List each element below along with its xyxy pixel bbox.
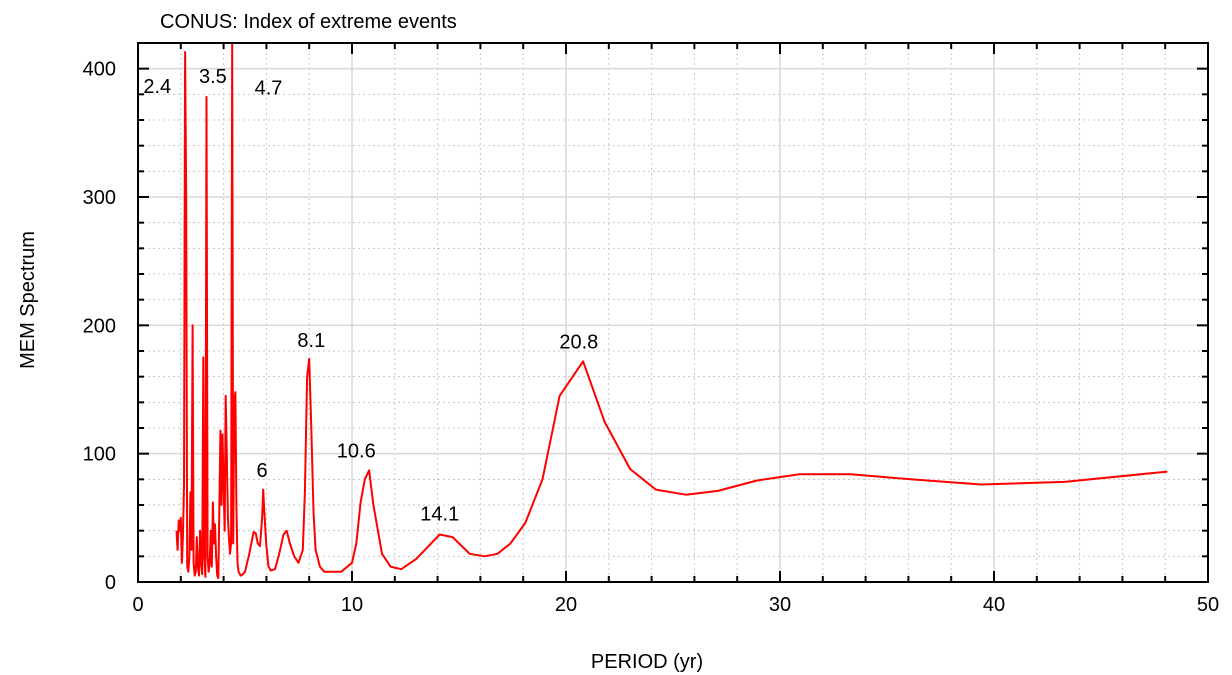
peak-label: 6 — [257, 460, 268, 482]
y-axis-label: MEM Spectrum — [17, 231, 39, 369]
peak-label: 14.1 — [420, 503, 459, 525]
y-tick-label: 300 — [83, 187, 116, 209]
y-tick-label: 200 — [83, 315, 116, 337]
peak-label: 4.7 — [255, 77, 283, 99]
plot-frame — [137, 42, 1209, 583]
x-tick-label: 0 — [132, 594, 143, 616]
peak-label: 2.4 — [143, 76, 171, 98]
peak-label: 10.6 — [337, 441, 376, 463]
x-tick-label: 50 — [1197, 594, 1219, 616]
axis-ticks: 0 10 20 30 40 50 0 100 200 300 400 — [83, 42, 1219, 616]
x-tick-label: 30 — [769, 594, 791, 616]
y-tick-label: 100 — [83, 444, 116, 466]
x-tick-label: 10 — [341, 594, 363, 616]
grid — [137, 42, 1209, 583]
plot-area — [175, 43, 1168, 580]
y-tick-label: 0 — [105, 572, 116, 594]
y-tick-label: 400 — [83, 59, 116, 81]
series-line-0 — [175, 43, 1168, 580]
x-tick-label: 40 — [983, 594, 1005, 616]
peak-label: 3.5 — [199, 66, 227, 88]
peak-label: 20.8 — [559, 331, 598, 353]
chart-title: CONUS: Index of extreme events — [160, 11, 457, 33]
peak-label: 8.1 — [297, 330, 325, 352]
x-axis-label: PERIOD (yr) — [591, 651, 703, 673]
annotation-labels: 2.4 3.5 4.7 6 8.1 10.6 14.1 20.8 — [143, 66, 598, 526]
x-tick-label: 20 — [555, 594, 577, 616]
